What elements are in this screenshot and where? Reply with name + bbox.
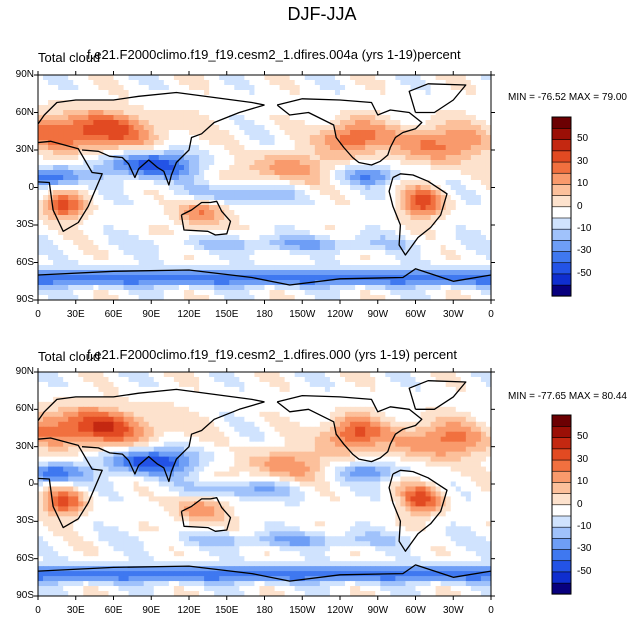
- panel-2-colorbar-swatch: [551, 414, 572, 427]
- panel-2-y-tick-label: 90N: [15, 366, 34, 377]
- panel-2-colorbar-swatch: [551, 548, 572, 562]
- panel-2-colorbar-label: -50: [577, 565, 592, 577]
- panel-1-colorbar-label: -30: [577, 245, 592, 257]
- panel-1-y-tick-label: 60S: [16, 256, 34, 268]
- panel-1-x-tick-label: 90W: [367, 309, 389, 320]
- panel-2-colorbar-swatch: [551, 481, 572, 494]
- panel-2-x-tick-label: 60E: [104, 605, 123, 616]
- panel-1-x-tick-label: 60W: [405, 309, 426, 320]
- panel-2-y-tick-label: 60S: [16, 552, 34, 564]
- panel-2-colorbar-swatch: [551, 582, 572, 595]
- panel-2-colorbar-label: 30: [577, 453, 589, 465]
- panel-2-x-tick-label: 120E: [177, 605, 201, 616]
- panel-1-x-tick-label: 60E: [104, 309, 123, 320]
- panel-1-colorbar-label: 0: [577, 200, 583, 212]
- panel-1-x-tick-label: 150W: [289, 309, 316, 320]
- panel-1-x-tick-label: 120E: [177, 309, 201, 320]
- panel-2-case-label: f.e21.F2000climo.f19_f19.cesm2_1.dfires.…: [87, 347, 457, 362]
- panel-2-colorbar-label: -30: [577, 543, 592, 555]
- panel-2-x-tick-label: 120W: [326, 605, 354, 616]
- panel-1-x-tick-label: 180: [256, 309, 273, 320]
- panel-1-colorbar-label: 10: [577, 178, 589, 190]
- panel-1-x-tick-label: 150E: [215, 309, 239, 320]
- panel-1-variable-label: Total cloud: [38, 50, 101, 65]
- panel-1-case-label: f.e21.F2000climo.f19_f19.cesm2_1.dfires.…: [87, 47, 461, 62]
- panel-2-colorbar-label: 10: [577, 476, 589, 488]
- panel-2-x-tick-label: 90E: [142, 605, 161, 616]
- panel-2-y-tick-label: 30S: [16, 515, 34, 527]
- panel-2-colorbar-swatch: [551, 437, 572, 450]
- panel-2-x-tick-label: 30W: [442, 605, 464, 616]
- panel-2-x-tick-label: 0: [488, 605, 494, 616]
- panel-1-colorbar-label: 30: [577, 155, 589, 167]
- panel-2-colorbar-swatch: [551, 493, 572, 506]
- panel-2-x-tick-label: 90W: [367, 605, 389, 616]
- panel-2-x-tick-label: 30E: [66, 605, 85, 616]
- panel-2-colorbar-label: 50: [577, 431, 589, 443]
- panel-1-y-tick-label: 60N: [15, 106, 34, 118]
- panel-2-minmax: MIN = -77.65 MAX = 80.44: [508, 391, 627, 402]
- panel-2-colorbar-swatch: [551, 425, 572, 438]
- panel-2-variable-label: Total cloud: [38, 349, 101, 364]
- panel-1-minmax: MIN = -76.52 MAX = 79.00: [508, 92, 627, 103]
- panel-2-x-tick-label: 150W: [289, 605, 316, 616]
- panel-2-colorbar-swatch: [551, 571, 572, 584]
- panel-1-x-tick-label: 90E: [142, 309, 161, 320]
- panel-1-colorbar-label: -50: [577, 267, 592, 279]
- panel-2-colorbar-swatch: [551, 504, 572, 517]
- panel-1-colorbar-label: 50: [577, 133, 589, 145]
- panel-1-x-tick-label: 30W: [442, 309, 464, 320]
- panel-2-x-tick-label: 60W: [405, 605, 426, 616]
- panel-2-y-tick-label: 0: [28, 478, 34, 489]
- panel-1-y-tick-label: 90S: [16, 294, 34, 305]
- panel-1-x-tick-label: 0: [488, 309, 494, 320]
- panel-2-colorbar-swatch: [551, 537, 572, 550]
- panel-2-colorbar-label: 0: [577, 498, 583, 510]
- panel-1-y-tick-label: 0: [28, 181, 34, 193]
- figure-title: DJF-JJA: [287, 4, 357, 24]
- panel-2-colorbar-swatch: [551, 459, 572, 472]
- panel-2-colorbar-swatch: [551, 560, 572, 573]
- panel-1-x-tick-label: 0: [35, 309, 41, 320]
- panel-2-y-tick-label: 60N: [15, 403, 34, 415]
- panel-1-y-tick-label: 30N: [15, 144, 34, 155]
- panel-2-x-tick-label: 0: [35, 605, 41, 616]
- panel-2-colorbar-swatch: [551, 448, 572, 461]
- panel-2-y-tick-label: 90S: [16, 590, 34, 601]
- panel-2-x-tick-label: 180: [256, 605, 273, 616]
- panel-2-colorbar-swatch: [551, 526, 572, 539]
- panel-1-y-tick-label: 90N: [15, 69, 34, 80]
- panel-2-colorbar-swatch: [551, 515, 572, 528]
- panel-2-y-tick-label: 30N: [15, 440, 34, 452]
- panel-2-x-tick-label: 150E: [215, 605, 239, 616]
- panel-1-colorbar-label: -10: [577, 222, 592, 234]
- panel-1-x-tick-label: 120W: [326, 309, 354, 320]
- panel-1-x-tick-label: 30E: [66, 309, 85, 320]
- panel-2-colorbar-swatch: [551, 470, 572, 483]
- panel-2-colorbar-label: -10: [577, 520, 592, 532]
- panel-1-y-tick-label: 30S: [16, 219, 34, 230]
